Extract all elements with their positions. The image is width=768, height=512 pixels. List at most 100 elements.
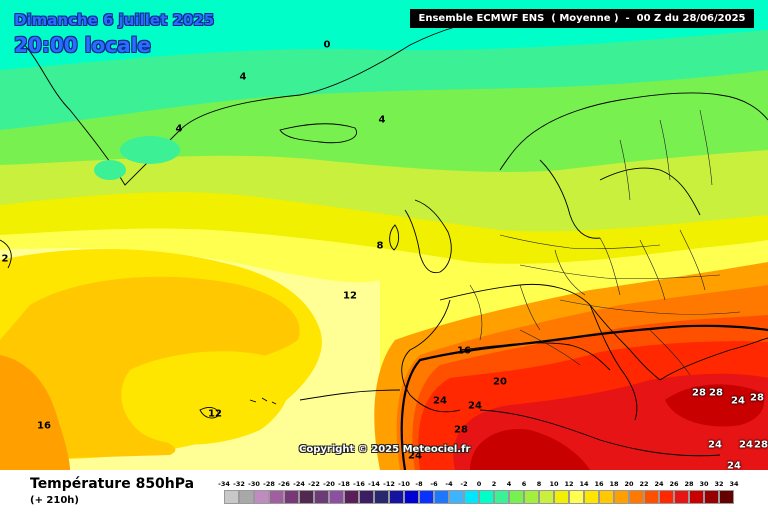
scale-tick-label: -2 <box>460 480 468 488</box>
color-scale: -34 -32 -30 -28 -26 -24 -22 -20 -18 -16 -14 -12 -10-… <box>218 480 752 508</box>
scale-swatch <box>629 490 644 504</box>
scale-swatch <box>374 490 389 504</box>
scale-swatch <box>404 490 419 504</box>
scale-swatch <box>299 490 314 504</box>
scale-tick-label: -28 <box>263 480 275 488</box>
scale-tick-label: -6 <box>430 480 438 488</box>
scale-swatch <box>509 490 524 504</box>
scale-tick-label: -12 <box>383 480 395 488</box>
scale-tick-label: 10 <box>549 480 559 488</box>
scale-tick-label: 0 <box>476 480 482 488</box>
scale-swatch <box>434 490 449 504</box>
contour-label: 20 <box>493 376 507 388</box>
scale-tick-label: -34 <box>218 480 230 488</box>
contour-label: 4 <box>239 71 247 83</box>
scale-swatch <box>224 490 239 504</box>
scale-tick-label: -24 <box>293 480 305 488</box>
scale-tick-label: -30 <box>248 480 260 488</box>
scale-tick-label: 22 <box>639 480 649 488</box>
contour-label: 28 <box>754 439 768 451</box>
isotherm-20 <box>400 324 768 470</box>
band-dark-red-east <box>665 384 764 427</box>
temperature-map <box>0 0 768 470</box>
scale-tick-label: 8 <box>536 480 542 488</box>
scale-tick-label: 2 <box>491 480 497 488</box>
scale-swatch <box>239 490 254 504</box>
contour-label: 16 <box>37 420 51 432</box>
coastlines <box>0 14 768 457</box>
scale-swatch <box>614 490 629 504</box>
scale-tick-label: 4 <box>506 480 512 488</box>
contour-label: 16 <box>457 345 471 357</box>
scale-tick-label: -4 <box>445 480 453 488</box>
contour-label: 8 <box>376 240 384 252</box>
scale-tick-label: -16 <box>353 480 365 488</box>
scale-swatch <box>464 490 479 504</box>
scale-tick-label: 26 <box>669 480 679 488</box>
scale-swatch <box>329 490 344 504</box>
band-orange-sw <box>0 355 70 470</box>
copyright-watermark: Copyright © 2025 Meteociel.fr <box>299 444 471 455</box>
scale-tick-label: 12 <box>564 480 574 488</box>
scale-swatch <box>659 490 674 504</box>
scale-swatch <box>449 490 464 504</box>
contour-label: 12 <box>208 408 222 420</box>
scale-swatch <box>644 490 659 504</box>
scale-tick-label: -14 <box>368 480 380 488</box>
contour-label: 24 <box>739 439 753 451</box>
forecast-date: Dimanche 6 juillet 2025 <box>14 11 215 29</box>
scale-tick-label: 28 <box>684 480 694 488</box>
greenland-detail <box>94 136 180 180</box>
scale-swatch <box>284 490 299 504</box>
band-pale-in-gold <box>121 351 291 445</box>
contour-label: 4 <box>175 123 183 135</box>
model-run-banner: Ensemble ECMWF ENS ( Moyenne ) - 00 Z du… <box>410 9 754 28</box>
scale-tick-label: 24 <box>654 480 664 488</box>
scale-swatch <box>539 490 554 504</box>
scale-swatch <box>494 490 509 504</box>
scale-swatch <box>719 490 734 504</box>
contour-label: 24 <box>731 395 745 407</box>
scale-swatch <box>584 490 599 504</box>
scale-swatch <box>569 490 584 504</box>
contour-label: 28 <box>454 424 468 436</box>
scale-tick-label: -8 <box>415 480 423 488</box>
scale-tick-label: -10 <box>398 480 410 488</box>
scale-tick-label: 14 <box>579 480 589 488</box>
contour-label: 24 <box>708 439 722 451</box>
scale-swatch <box>479 490 494 504</box>
contour-label: 12 <box>343 290 357 302</box>
scale-tick-label: 18 <box>609 480 619 488</box>
scale-swatch <box>419 490 434 504</box>
country-borders <box>469 109 741 376</box>
contour-label: 24 <box>468 400 482 412</box>
scale-swatch <box>344 490 359 504</box>
legend-panel: Température 850hPa (+ 210h) -34 -32 -30 -28… <box>0 470 768 512</box>
scale-tick-label: -22 <box>308 480 320 488</box>
scale-tick-label: 30 <box>699 480 709 488</box>
scale-swatch <box>389 490 404 504</box>
contour-label: 28 <box>709 387 723 399</box>
scale-swatch <box>704 490 719 504</box>
contour-label: 24 <box>727 460 741 472</box>
scale-swatch <box>269 490 284 504</box>
scale-tick-label: -18 <box>338 480 350 488</box>
scale-tick-label: 20 <box>624 480 634 488</box>
forecast-local-time: 20:00 locale <box>14 33 151 57</box>
scale-swatch <box>599 490 614 504</box>
scale-swatch <box>689 490 704 504</box>
contour-label: 2 <box>1 253 9 265</box>
contour-label: 4 <box>378 114 386 126</box>
scale-tick-label: 16 <box>594 480 604 488</box>
contour-label: 24 <box>408 450 422 462</box>
contour-label: 24 <box>433 395 447 407</box>
scale-tick-label: -32 <box>233 480 245 488</box>
scale-tick-label: 34 <box>729 480 739 488</box>
scale-swatch <box>254 490 269 504</box>
scale-swatch <box>554 490 569 504</box>
scale-tick-label: 6 <box>521 480 527 488</box>
legend-title: Température 850hPa <box>30 476 195 492</box>
band-dark-red <box>470 429 590 470</box>
scale-swatch <box>674 490 689 504</box>
